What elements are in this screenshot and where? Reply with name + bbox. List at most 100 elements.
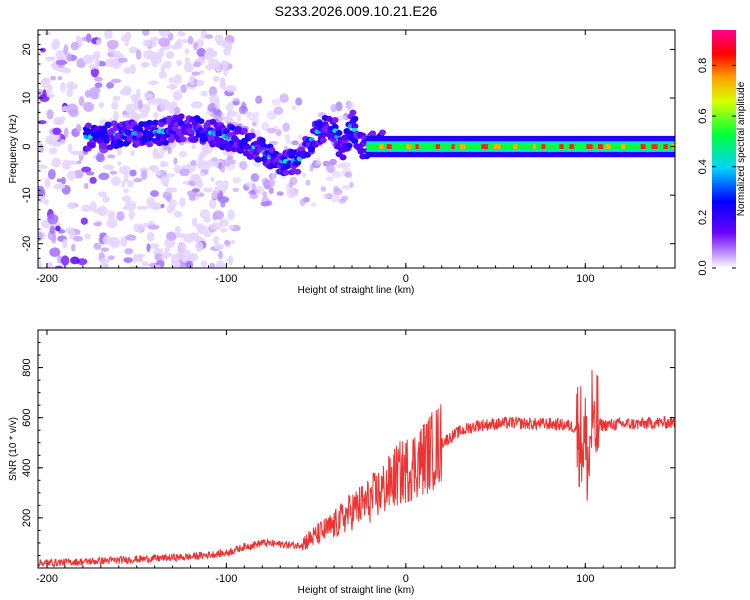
snr-y-axis: 200 400 600 800: [21, 329, 675, 569]
noise-blob: [196, 47, 207, 57]
noise-blob: [218, 250, 223, 260]
noise-blob: [117, 57, 128, 63]
noise-blob: [128, 210, 136, 219]
noise-blob: [261, 121, 270, 131]
noise-blob: [125, 234, 137, 241]
noise-blob: [173, 74, 182, 85]
ridge-blob: [319, 131, 327, 138]
noise-blob: [109, 170, 118, 175]
noise-blob: [147, 201, 159, 209]
noise-blob: [163, 246, 171, 253]
snr-x-tick-label: -100: [215, 573, 237, 585]
noise-blob: [189, 74, 196, 86]
noise-blob: [341, 184, 351, 190]
band-peak: [586, 144, 593, 149]
ridge-blob: [379, 129, 387, 136]
noise-blob: [168, 199, 178, 208]
noise-blob: [143, 93, 153, 99]
noise-blob: [94, 82, 103, 88]
colorbar-gradient: [712, 30, 736, 268]
noise-blob: [220, 228, 228, 233]
noise-blob: [295, 97, 303, 106]
noise-blob: [140, 169, 148, 181]
noise-blob: [54, 265, 63, 268]
noise-blob: [76, 258, 88, 266]
band-peak: [663, 144, 668, 149]
noise-blob: [215, 260, 226, 268]
noise-blob: [208, 58, 220, 69]
noise-blob: [158, 30, 171, 37]
noise-blob: [47, 213, 59, 225]
band-peak: [640, 144, 646, 149]
noise-blob: [106, 39, 119, 50]
noise-blob: [88, 64, 96, 70]
band-inner: [366, 144, 675, 149]
noise-blob: [184, 48, 190, 55]
ridge-blob: [116, 139, 124, 146]
ridge-blob: [146, 141, 154, 148]
noise-blob: [102, 164, 115, 170]
noise-blob: [103, 30, 113, 40]
noise-blob: [179, 263, 187, 268]
noise-blob: [107, 255, 115, 261]
ridge-blob: [248, 132, 256, 139]
noise-blob: [154, 253, 163, 262]
noise-blob: [81, 166, 92, 173]
snr-y-tick-label: 400: [21, 459, 33, 477]
noise-blob: [142, 39, 151, 47]
spectrogram-x-tick-label: 0: [403, 273, 409, 285]
noise-blob: [326, 164, 336, 173]
band-peak: [621, 144, 626, 149]
noise-blob: [330, 104, 338, 113]
noise-blob: [275, 128, 282, 137]
noise-blob: [67, 143, 73, 153]
noise-blob: [227, 209, 235, 221]
noise-blob: [297, 134, 303, 140]
ridge-blob: [331, 123, 339, 130]
noise-blob: [212, 210, 225, 220]
noise-blob: [166, 194, 172, 203]
noise-blob: [121, 180, 126, 188]
ridge-blob: [191, 135, 199, 142]
noise-blob: [144, 103, 151, 114]
noise-blob: [55, 59, 68, 66]
noise-blob: [206, 159, 216, 167]
ridge-blob: [197, 118, 205, 125]
noise-blob: [112, 110, 119, 122]
noise-blob: [214, 100, 221, 110]
noise-blob: [221, 40, 233, 49]
colorbar-tick-label: 0.8: [697, 58, 709, 73]
noise-blob: [195, 38, 204, 48]
noise-blob: [107, 210, 113, 219]
noise-blob: [68, 228, 76, 240]
noise-blob: [284, 134, 291, 141]
noise-blob: [140, 62, 149, 68]
noise-blob: [222, 61, 229, 71]
noise-blob: [119, 88, 132, 96]
noise-blob: [165, 187, 178, 193]
noise-blob: [338, 198, 346, 204]
noise-blob: [179, 242, 187, 253]
noise-blob: [117, 160, 122, 166]
noise-blob: [344, 171, 353, 178]
noise-blob: [315, 158, 321, 166]
noise-blob: [223, 47, 231, 56]
noise-blob: [118, 165, 131, 175]
ridge-blob: [110, 120, 118, 127]
noise-blob: [335, 101, 343, 112]
noise-blob: [186, 254, 198, 262]
noise-blob: [135, 49, 142, 60]
noise-blob: [111, 101, 119, 111]
ridge-blob: [242, 144, 250, 151]
noise-blob: [130, 150, 135, 157]
noise-blob: [123, 114, 135, 119]
noise-blob: [192, 236, 203, 241]
noise-blob: [165, 50, 175, 60]
spectrogram-x-axis: -200 -100 0 100: [36, 30, 676, 285]
spectrogram-x-tick-label: -200: [36, 273, 58, 285]
noise-blob: [149, 243, 160, 249]
noise-blob: [160, 102, 166, 112]
snr-x-tick-label: 0: [403, 573, 409, 585]
noise-blob: [141, 261, 150, 267]
noise-blob: [191, 144, 196, 150]
